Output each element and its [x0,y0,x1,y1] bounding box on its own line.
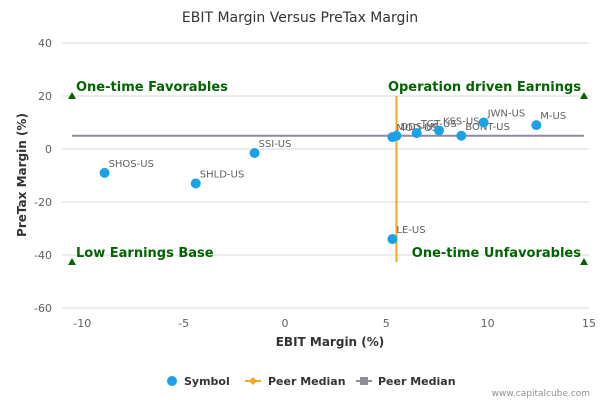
data-points: SHOS-USSHLD-USSSI-USLE-USMOD-USDDS-USTGT… [99,109,566,245]
point-label-kss-us: KSS-US [443,116,480,127]
point-label-shos-us: SHOS-US [109,159,154,170]
data-point-m-us [531,120,542,131]
point-label-dds-us: DDS-US [400,122,439,133]
quadrant-marker-top-left [68,92,76,99]
quadrant-marker-bottom-right [580,258,588,265]
y-tick-label: 0 [45,143,52,156]
peer-median-lines [72,96,584,262]
point-label-ssi-us: SSI-US [259,139,292,150]
x-tick-label: 15 [582,317,596,330]
legend: Symbol Peer Median Peer Median [167,375,456,388]
data-point-le-us [387,234,398,245]
data-point-ssi-us [249,147,260,158]
y-tick-label: 20 [38,90,52,103]
y-axis-label: PreTax Margin (%) [15,113,29,237]
point-label-le-us: LE-US [396,225,425,236]
quadrant-label-top-right: Operation driven Earnings [388,80,581,95]
y-tick-label: -60 [34,302,52,315]
point-label-bont-us: BONT-US [465,122,510,133]
data-point-shos-us [99,167,110,178]
quadrant-label-bottom-right: One-time Unfavorables [412,246,581,261]
credit-text: www.capitalcube.com [492,389,590,399]
legend-peer-median-h-marker [360,377,368,385]
quadrant-labels: One-time Favorables Operation driven Earn… [68,80,588,265]
data-point-bont-us [456,130,467,141]
x-tick-label: 5 [383,317,390,330]
x-axis-label: EBIT Margin (%) [276,335,385,349]
data-point-kss-us [434,125,445,136]
legend-symbol-label: Symbol [184,375,230,388]
chart-title: EBIT Margin Versus PreTax Margin [182,10,418,26]
x-tick-label: -10 [73,317,91,330]
legend-peer-median-v-marker [249,377,257,385]
quadrant-marker-top-right [580,92,588,99]
quadrant-marker-bottom-left [68,258,76,265]
data-point-dds-us [391,130,402,141]
y-tick-label: 40 [38,37,52,50]
point-label-shld-us: SHLD-US [200,169,244,180]
x-tick-label: 0 [281,317,288,330]
legend-peer-median-v-label: Peer Median [268,375,346,388]
y-tick-label: -20 [34,196,52,209]
y-tick-label: -40 [34,249,52,262]
legend-symbol-marker [167,376,177,386]
data-point-shld-us [190,178,201,189]
quadrant-label-bottom-left: Low Earnings Base [76,246,214,261]
legend-peer-median-h-label: Peer Median [378,375,456,388]
grid-lines [62,42,589,309]
tick-labels: 40 20 0 -20 -40 -60 -10 -5 0 5 10 15 [34,37,596,330]
data-point-jwn-us [478,117,489,128]
data-point-tgt-us [411,128,422,139]
x-tick-label: 10 [481,317,495,330]
point-label-jwn-us: JWN-US [487,109,526,120]
x-tick-label: -5 [178,317,189,330]
quadrant-label-top-left: One-time Favorables [76,80,228,95]
point-label-m-us: M-US [540,111,566,122]
point-label-tgt-us: TGT-US [420,119,457,130]
